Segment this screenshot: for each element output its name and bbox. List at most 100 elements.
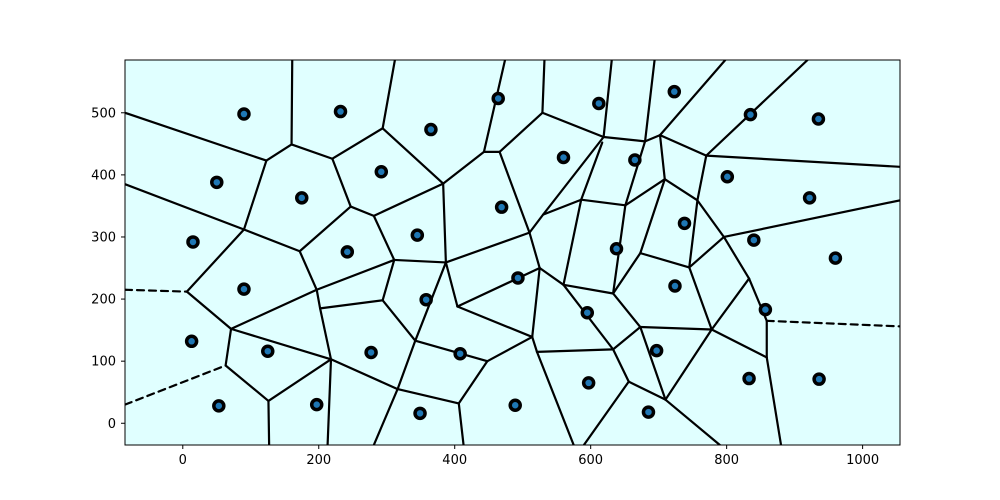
voronoi-edge [643, 60, 656, 143]
voronoi-edge [639, 178, 666, 255]
voronoi-edge [658, 134, 666, 181]
data-point [580, 305, 595, 320]
voronoi-edge [580, 198, 627, 207]
voronoi-edge [498, 150, 531, 234]
data-point [453, 346, 467, 361]
voronoi-edge [538, 266, 565, 286]
voronoi-ridge-dashed [125, 364, 227, 406]
voronoi-edge [442, 182, 447, 264]
voronoi-edge [331, 157, 352, 208]
data-point [419, 292, 433, 307]
voronoi-edge [396, 339, 417, 391]
voronoi-edge [562, 283, 615, 295]
voronoi-edges [125, 60, 900, 445]
voronoi-edge [688, 235, 726, 269]
voronoi-edge [290, 60, 294, 146]
voronoi-edge [705, 60, 809, 157]
voronoi-edge [185, 290, 233, 330]
voronoi-edge [372, 182, 445, 217]
axes: 0 200 400 600 800 1000 0 100 200 300 400 500 [91, 59, 901, 468]
voronoi-edge [612, 292, 642, 329]
voronoi-edge [229, 327, 333, 361]
voronoi-edge [349, 205, 375, 217]
voronoi-edge [722, 199, 900, 239]
voronoi-edge [267, 358, 333, 403]
data-point [491, 91, 505, 106]
axes-frame [124, 59, 901, 446]
voronoi-ridge-dashed [765, 319, 900, 328]
voronoi-edge [326, 358, 333, 445]
data-point [511, 271, 525, 285]
voronoi-edge [125, 111, 268, 162]
data-point [309, 397, 324, 412]
voronoi-edge [541, 198, 583, 216]
plot-area [125, 60, 900, 445]
data-point [649, 343, 664, 358]
data-point [812, 372, 826, 386]
data-point [340, 245, 355, 259]
voronoi-edge [393, 258, 447, 264]
voronoi-edge [444, 231, 531, 264]
data-point [628, 153, 642, 167]
data-point [364, 345, 378, 360]
voronoi-edge [319, 299, 384, 310]
voronoi-edge [298, 205, 352, 253]
voronoi-edge [688, 199, 699, 269]
voronoi-edge [722, 235, 751, 280]
voronoi-edge [664, 398, 721, 445]
data-point [212, 399, 226, 413]
voronoi-edge [381, 258, 396, 302]
voronoi-edge [658, 60, 727, 137]
data-point [609, 242, 624, 256]
voronoi-edge [643, 134, 662, 143]
x-tick-label: 400 [442, 453, 467, 468]
voronoi-edge [381, 127, 445, 185]
voronoi-edge [498, 111, 544, 154]
data-point [743, 107, 758, 122]
voronoi-edge [710, 277, 751, 331]
voronoi-edge [710, 328, 768, 359]
data-point [811, 112, 826, 126]
voronoi-edge [381, 299, 417, 342]
voronoi-edge [562, 198, 583, 286]
voronoi-edge [185, 228, 246, 293]
voronoi-edge [639, 325, 713, 331]
data-point [184, 334, 199, 349]
x-tick-label: 1000 [846, 453, 879, 468]
data-point [720, 169, 735, 184]
voronoi-edge [457, 360, 489, 405]
voronoi-edge [531, 266, 541, 339]
voronoi-edge [482, 60, 507, 154]
voronoi-edge [535, 350, 575, 445]
data-point [581, 376, 596, 390]
voronoi-edge [319, 307, 333, 361]
voronoi-edge [125, 183, 246, 231]
x-tick-label: 200 [306, 453, 331, 468]
voronoi-edge [444, 261, 459, 308]
data-point [237, 282, 251, 296]
voronoi-edge [242, 159, 268, 231]
voronoi-edge [290, 143, 334, 160]
data-point [374, 165, 389, 179]
data-point [556, 150, 571, 165]
y-tick-label: 500 [91, 106, 116, 121]
data-point [641, 405, 656, 419]
x-tick-label: 800 [714, 453, 739, 468]
voronoi-edge [688, 266, 713, 331]
voronoi-edge [396, 388, 460, 405]
voronoi-edge [329, 358, 399, 391]
data-point [413, 406, 427, 421]
voronoi-edge [582, 380, 630, 445]
seed-points [184, 84, 843, 421]
voronoi-edge [705, 154, 900, 168]
data-point [261, 344, 275, 358]
voronoi-edge [535, 348, 615, 353]
voronoi-edge [541, 135, 605, 216]
y-tick-label: 0 [108, 417, 116, 432]
data-point [742, 371, 756, 386]
voronoi-edge [331, 127, 384, 160]
voronoi-edge [372, 388, 399, 445]
voronoi-edge [541, 60, 546, 114]
data-point [668, 279, 682, 293]
